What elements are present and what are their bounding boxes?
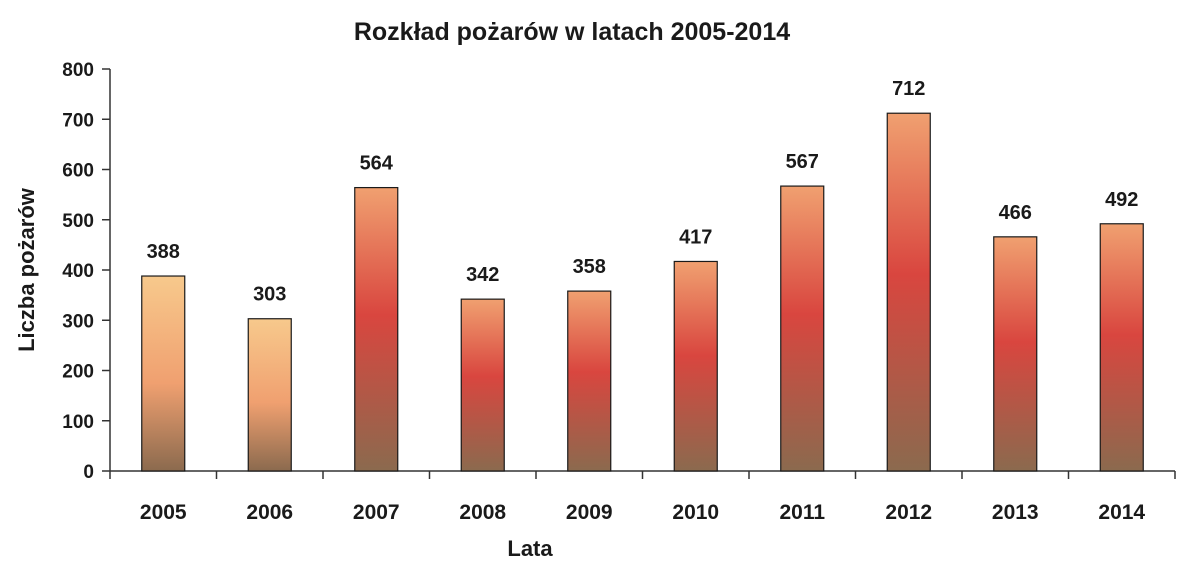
y-tick-label: 800: [62, 60, 94, 81]
x-tick-label: 2012: [885, 501, 932, 524]
bar-2014: [1099, 223, 1144, 472]
x-axis: 2005 2006 2007 2008 2009 2010 2011 2012 2013 2014: [109, 470, 1176, 524]
y-tick-label: 200: [62, 362, 94, 383]
data-label-2006: 303: [253, 284, 286, 306]
y-axis-label: Liczba pożarów: [14, 187, 39, 352]
y-tick-label: 0: [83, 462, 94, 483]
x-tick-label: 2010: [672, 501, 719, 524]
data-label-2012: 712: [892, 78, 925, 100]
y-axis: 0 100 200 300 400 500 600 700 800: [62, 60, 111, 483]
bar-2006: [247, 318, 292, 472]
chart-title: Rozkład pożarów w latach 2005-2014: [354, 18, 790, 46]
x-tick-label: 2014: [1098, 501, 1145, 524]
x-tick-label: 2006: [246, 501, 293, 524]
data-label-2009: 358: [573, 256, 606, 278]
x-tick-label: 2009: [566, 501, 613, 524]
y-tick-label: 300: [62, 311, 94, 332]
x-axis-label: Lata: [507, 536, 553, 561]
bar-2013: [993, 236, 1038, 472]
data-label-2010: 417: [679, 226, 712, 248]
data-label-2007: 564: [360, 153, 394, 175]
bar-2007: [354, 186, 399, 472]
y-tick-label: 500: [62, 211, 94, 232]
data-label-2014: 492: [1105, 189, 1138, 211]
bar-2010: [673, 260, 718, 472]
x-tick-label: 2013: [992, 501, 1039, 524]
bar-2008: [460, 298, 505, 472]
bar-2009: [567, 290, 612, 472]
x-tick-label: 2005: [140, 501, 187, 524]
y-tick-label: 600: [62, 161, 94, 182]
data-label-2013: 466: [999, 202, 1032, 224]
x-tick-label: 2007: [353, 501, 400, 524]
y-tick-label: 700: [62, 110, 94, 131]
bar-2011: [780, 185, 825, 472]
bar-2012: [886, 112, 931, 472]
x-tick-label: 2008: [459, 501, 506, 524]
bars: [141, 112, 1144, 472]
bar-2005: [141, 275, 186, 472]
data-label-2008: 342: [466, 264, 499, 286]
data-labels: 388 303 564 342 358 417 567 712 466 492: [147, 78, 1139, 306]
data-label-2011: 567: [786, 151, 819, 173]
y-tick-label: 400: [62, 261, 94, 282]
x-tick-label: 2011: [779, 501, 825, 524]
y-tick-label: 100: [62, 412, 94, 433]
data-label-2005: 388: [147, 241, 180, 263]
